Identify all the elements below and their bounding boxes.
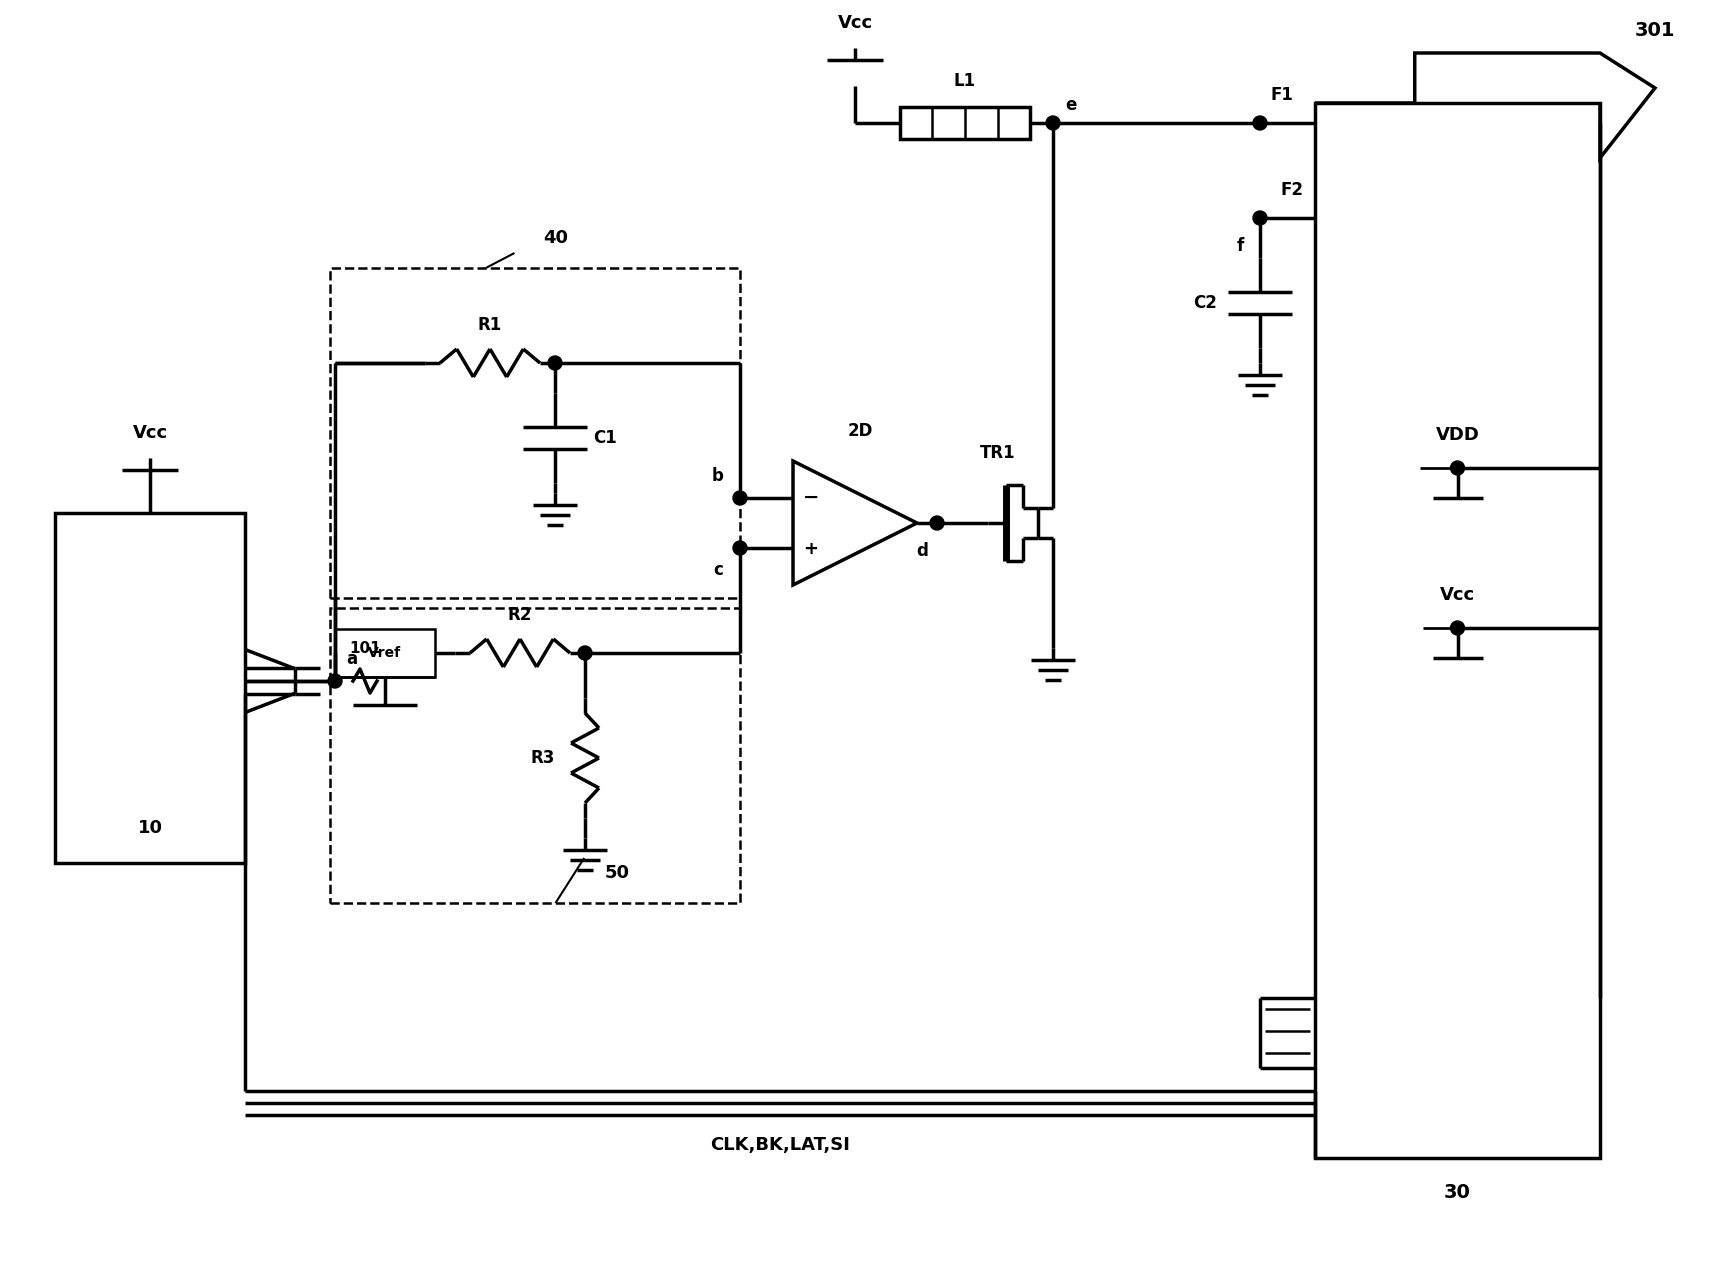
Text: c: c — [712, 561, 722, 579]
Text: R3: R3 — [530, 749, 554, 767]
Text: C1: C1 — [592, 429, 617, 446]
Text: 101: 101 — [348, 642, 381, 657]
Bar — [334, 629, 435, 677]
Text: f: f — [1235, 237, 1244, 255]
Text: 301: 301 — [1633, 22, 1675, 41]
Text: L1: L1 — [953, 72, 975, 90]
Text: C2: C2 — [1192, 294, 1216, 312]
Bar — [55, 513, 244, 863]
Text: R1: R1 — [478, 316, 502, 334]
Text: Vcc: Vcc — [132, 423, 168, 443]
Circle shape — [733, 541, 746, 556]
Circle shape — [547, 355, 561, 370]
Text: CLK,BK,LAT,SI: CLK,BK,LAT,SI — [710, 1135, 849, 1153]
Circle shape — [1450, 461, 1464, 475]
Text: F2: F2 — [1280, 181, 1302, 199]
Circle shape — [327, 674, 341, 688]
Text: 30: 30 — [1443, 1183, 1470, 1202]
Text: +: + — [804, 540, 818, 558]
Text: 10: 10 — [137, 819, 163, 837]
Text: Vcc: Vcc — [1439, 586, 1474, 604]
Text: VDD: VDD — [1434, 426, 1479, 444]
Circle shape — [1252, 210, 1266, 225]
Text: F1: F1 — [1270, 86, 1292, 104]
Bar — [1315, 103, 1599, 1159]
Circle shape — [1450, 621, 1464, 635]
Circle shape — [1046, 115, 1060, 130]
Text: −: − — [802, 488, 819, 507]
Text: a: a — [346, 650, 357, 668]
Bar — [329, 608, 740, 903]
Circle shape — [930, 516, 944, 530]
Text: 2D: 2D — [847, 422, 873, 440]
Text: R2: R2 — [507, 606, 532, 624]
Text: d: d — [916, 541, 927, 559]
Text: e: e — [1065, 96, 1076, 114]
Text: 40: 40 — [542, 228, 568, 248]
Text: TR1: TR1 — [980, 444, 1015, 462]
Bar — [329, 268, 740, 598]
Circle shape — [1252, 115, 1266, 130]
Circle shape — [733, 491, 746, 506]
Bar — [899, 106, 1029, 139]
Text: 50: 50 — [604, 863, 629, 881]
Text: b: b — [712, 467, 724, 485]
Text: Vref: Vref — [369, 647, 402, 659]
Text: Vcc: Vcc — [837, 14, 871, 32]
Circle shape — [578, 647, 592, 659]
